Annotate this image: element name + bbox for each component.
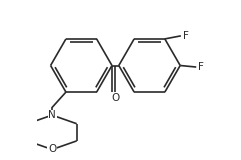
Text: F: F (198, 62, 204, 72)
Text: O: O (111, 93, 120, 103)
Text: O: O (48, 144, 56, 155)
Text: N: N (48, 110, 56, 120)
Text: F: F (183, 31, 188, 41)
